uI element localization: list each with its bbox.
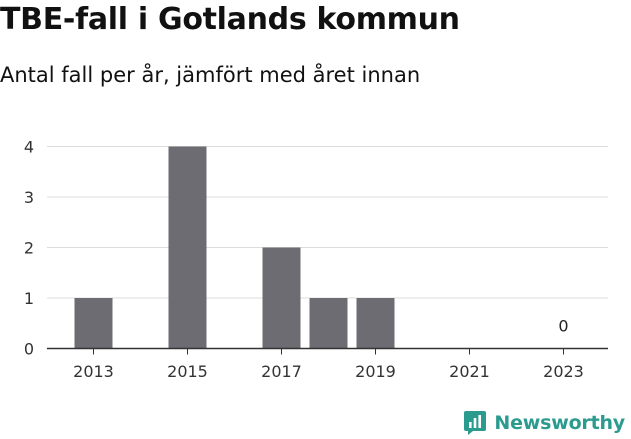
- x-tick-label: 2015: [167, 362, 208, 381]
- bar: [262, 247, 301, 349]
- data-label: 0: [558, 317, 568, 336]
- x-tick-label: 2017: [261, 362, 302, 381]
- brand-logo: Newsworthy: [463, 408, 625, 438]
- bar: [356, 298, 395, 349]
- brand-name: Newsworthy: [494, 412, 625, 434]
- y-tick-label: 1: [24, 289, 34, 308]
- bar: [168, 146, 207, 349]
- y-tick-label: 4: [24, 138, 34, 157]
- newsworthy-logo-icon: [464, 411, 487, 435]
- bar-chart: 0 1 2 3 4 2013 2015 2017 2019 2021 2023 0: [24, 138, 608, 381]
- y-tick-label: 0: [24, 340, 34, 359]
- y-tick-label: 3: [24, 188, 34, 207]
- x-tick-label: 2019: [355, 362, 396, 381]
- bar: [309, 298, 348, 349]
- chart-subtitle: Antal fall per år, jämfört med året inna…: [0, 63, 421, 87]
- x-tick-label: 2023: [543, 362, 584, 381]
- chart-title: TBE-fall i Gotlands kommun: [0, 2, 460, 37]
- y-tick-label: 2: [24, 239, 34, 258]
- x-tick-label: 2021: [449, 362, 490, 381]
- x-tick-label: 2013: [73, 362, 114, 381]
- bar: [74, 298, 113, 349]
